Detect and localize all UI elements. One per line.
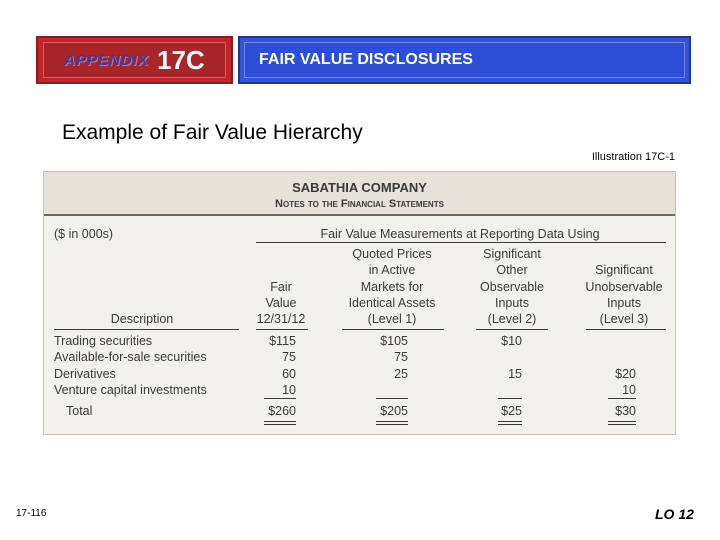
l3-header-3: Inputs bbox=[606, 296, 642, 310]
statement-name: Notes to the Financial Statements bbox=[275, 198, 444, 210]
statement-header-band: SABATHIA COMPANY Notes to the Financial … bbox=[44, 172, 675, 216]
l1-underline bbox=[342, 329, 444, 330]
row-desc-3: Derivatives bbox=[54, 367, 116, 381]
l1-double-rule-2 bbox=[376, 424, 408, 425]
l2-header-2: Other bbox=[496, 263, 528, 277]
appendix-number: 17C bbox=[156, 44, 205, 75]
fv-subtotal-rule bbox=[264, 398, 296, 399]
units-label: ($ in 000s) bbox=[54, 227, 114, 241]
l1-double-rule-1 bbox=[376, 421, 408, 422]
fv-header-1: Fair bbox=[270, 280, 292, 294]
l2-double-rule-1 bbox=[498, 421, 522, 422]
learning-objective: LO 12 bbox=[655, 506, 694, 522]
row-desc-4: Venture capital investments bbox=[54, 383, 207, 397]
fv-header-2: Value bbox=[265, 296, 297, 310]
l3-underline bbox=[586, 329, 666, 330]
total-l3: $30 bbox=[615, 404, 636, 418]
l3-header-2: Unobservable bbox=[585, 280, 663, 294]
row-desc-2: Available-for-sale securities bbox=[54, 350, 207, 364]
l2-header-4: Inputs bbox=[494, 296, 530, 310]
l3-subtotal-rule bbox=[608, 398, 636, 399]
description-header: Description bbox=[110, 312, 174, 326]
row-desc-1: Trading securities bbox=[54, 334, 153, 348]
row-l3-4: 10 bbox=[622, 383, 636, 397]
desc-underline bbox=[54, 329, 239, 330]
financial-statement-image: SABATHIA COMPANY Notes to the Financial … bbox=[43, 171, 676, 435]
fv-double-rule-2 bbox=[264, 424, 296, 425]
l1-header-4: Identical Assets bbox=[348, 296, 436, 310]
row-l1-1: $105 bbox=[380, 334, 408, 348]
title-box: FAIR VALUE DISCLOSURES bbox=[238, 36, 691, 84]
appendix-box: APPENDIX 17C bbox=[36, 36, 233, 84]
l2-header-3: Observable bbox=[480, 280, 544, 294]
page-number: 17-116 bbox=[16, 508, 47, 519]
total-l2: $25 bbox=[501, 404, 522, 418]
slide-title: FAIR VALUE DISCLOSURES bbox=[259, 51, 473, 68]
row-l3-3: $20 bbox=[615, 367, 636, 381]
l2-double-rule-2 bbox=[498, 424, 522, 425]
l1-header-3: Markets for bbox=[360, 280, 424, 294]
row-fv-3: 60 bbox=[282, 367, 296, 381]
total-l1: $205 bbox=[380, 404, 408, 418]
illustration-label: Illustration 17C-1 bbox=[591, 151, 675, 163]
fv-header-3: 12/31/12 bbox=[256, 312, 306, 326]
l3-header-4: (Level 3) bbox=[599, 312, 649, 326]
span-header: Fair Value Measurements at Reporting Dat… bbox=[320, 227, 600, 241]
slide-subtitle: Example of Fair Value Hierarchy bbox=[62, 121, 363, 144]
l2-header-5: (Level 2) bbox=[487, 312, 537, 326]
company-name: SABATHIA COMPANY bbox=[292, 180, 427, 195]
fv-underline bbox=[256, 329, 308, 330]
l3-double-rule-1 bbox=[608, 421, 636, 422]
row-l1-3: 25 bbox=[394, 367, 408, 381]
total-fv: $260 bbox=[268, 404, 296, 418]
l1-header-1: Quoted Prices bbox=[352, 247, 432, 261]
l1-subtotal-rule bbox=[376, 398, 408, 399]
row-l2-1: $10 bbox=[501, 334, 522, 348]
l2-underline bbox=[476, 329, 548, 330]
l2-header-1: Significant bbox=[483, 247, 541, 261]
l1-header-5: (Level 1) bbox=[367, 312, 417, 326]
l2-subtotal-rule bbox=[498, 398, 522, 399]
appendix-label: APPENDIX bbox=[64, 51, 149, 69]
l3-double-rule-2 bbox=[608, 424, 636, 425]
fv-double-rule-1 bbox=[264, 421, 296, 422]
row-l1-2: 75 bbox=[394, 350, 408, 364]
total-label: Total bbox=[66, 404, 93, 418]
row-fv-2: 75 bbox=[282, 350, 296, 364]
row-fv-1: $115 bbox=[269, 334, 296, 348]
row-l2-3: 15 bbox=[508, 367, 522, 381]
l1-header-2: in Active bbox=[368, 263, 416, 277]
row-fv-4: 10 bbox=[282, 383, 296, 397]
l3-header-1: Significant bbox=[595, 263, 653, 277]
span-underline bbox=[256, 242, 666, 243]
